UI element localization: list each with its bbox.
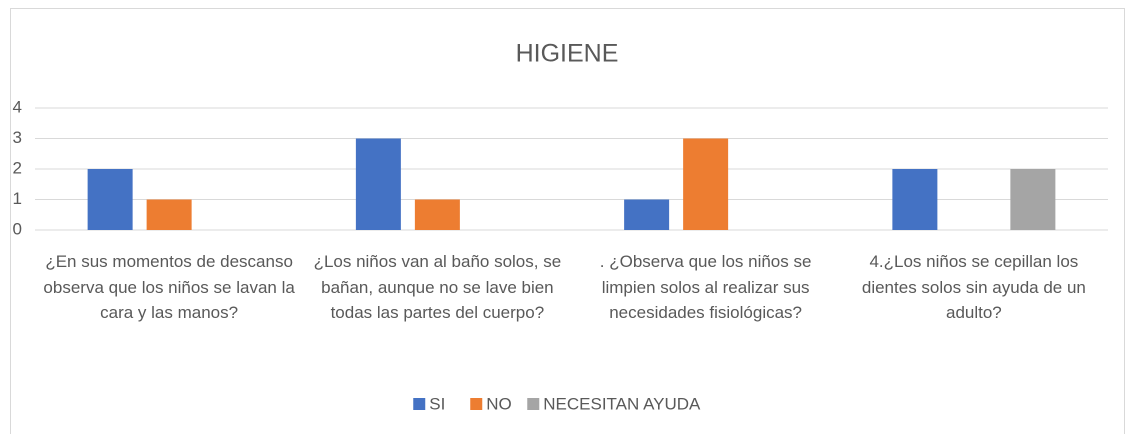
bar	[87, 169, 133, 230]
bar	[1010, 169, 1056, 230]
legend-label: SI	[429, 394, 445, 413]
bar	[624, 199, 670, 230]
x-tick-label-box: 4.¿Los niños se cepillan los dientes sol…	[861, 252, 1086, 322]
legend-label: NECESITAN AYUDA	[543, 394, 701, 413]
legend-label: NO	[486, 394, 512, 413]
x-tick-label: ¿En sus momentos de descanso observa que…	[43, 252, 295, 322]
chart-title: HIGIENE	[516, 40, 619, 68]
y-tick-label: 1	[13, 189, 22, 208]
bar	[892, 169, 938, 230]
legend-swatch	[527, 398, 540, 410]
x-tick-label-box: . ¿Observa que los niños se limpien solo…	[599, 252, 812, 322]
y-tick-label: 2	[13, 158, 22, 177]
bar	[414, 199, 460, 230]
bar	[683, 138, 729, 230]
y-tick-label: 0	[13, 219, 22, 238]
bar	[146, 199, 192, 230]
y-tick-label: 3	[13, 128, 22, 147]
x-tick-label: 4.¿Los niños se cepillan los dientes sol…	[861, 252, 1086, 322]
x-tick-label-box: ¿En sus momentos de descanso observa que…	[43, 252, 295, 322]
chart-border	[10, 8, 1125, 434]
bar	[355, 138, 401, 230]
x-tick-label: . ¿Observa que los niños se limpien solo…	[599, 252, 812, 322]
y-tick-label: 4	[13, 97, 22, 116]
legend-swatch	[413, 398, 426, 410]
x-tick-label-box: ¿Los niños van al baño solos, se bañan, …	[313, 252, 562, 322]
x-tick-label: ¿Los niños van al baño solos, se bañan, …	[313, 252, 562, 322]
legend-swatch	[470, 398, 483, 410]
